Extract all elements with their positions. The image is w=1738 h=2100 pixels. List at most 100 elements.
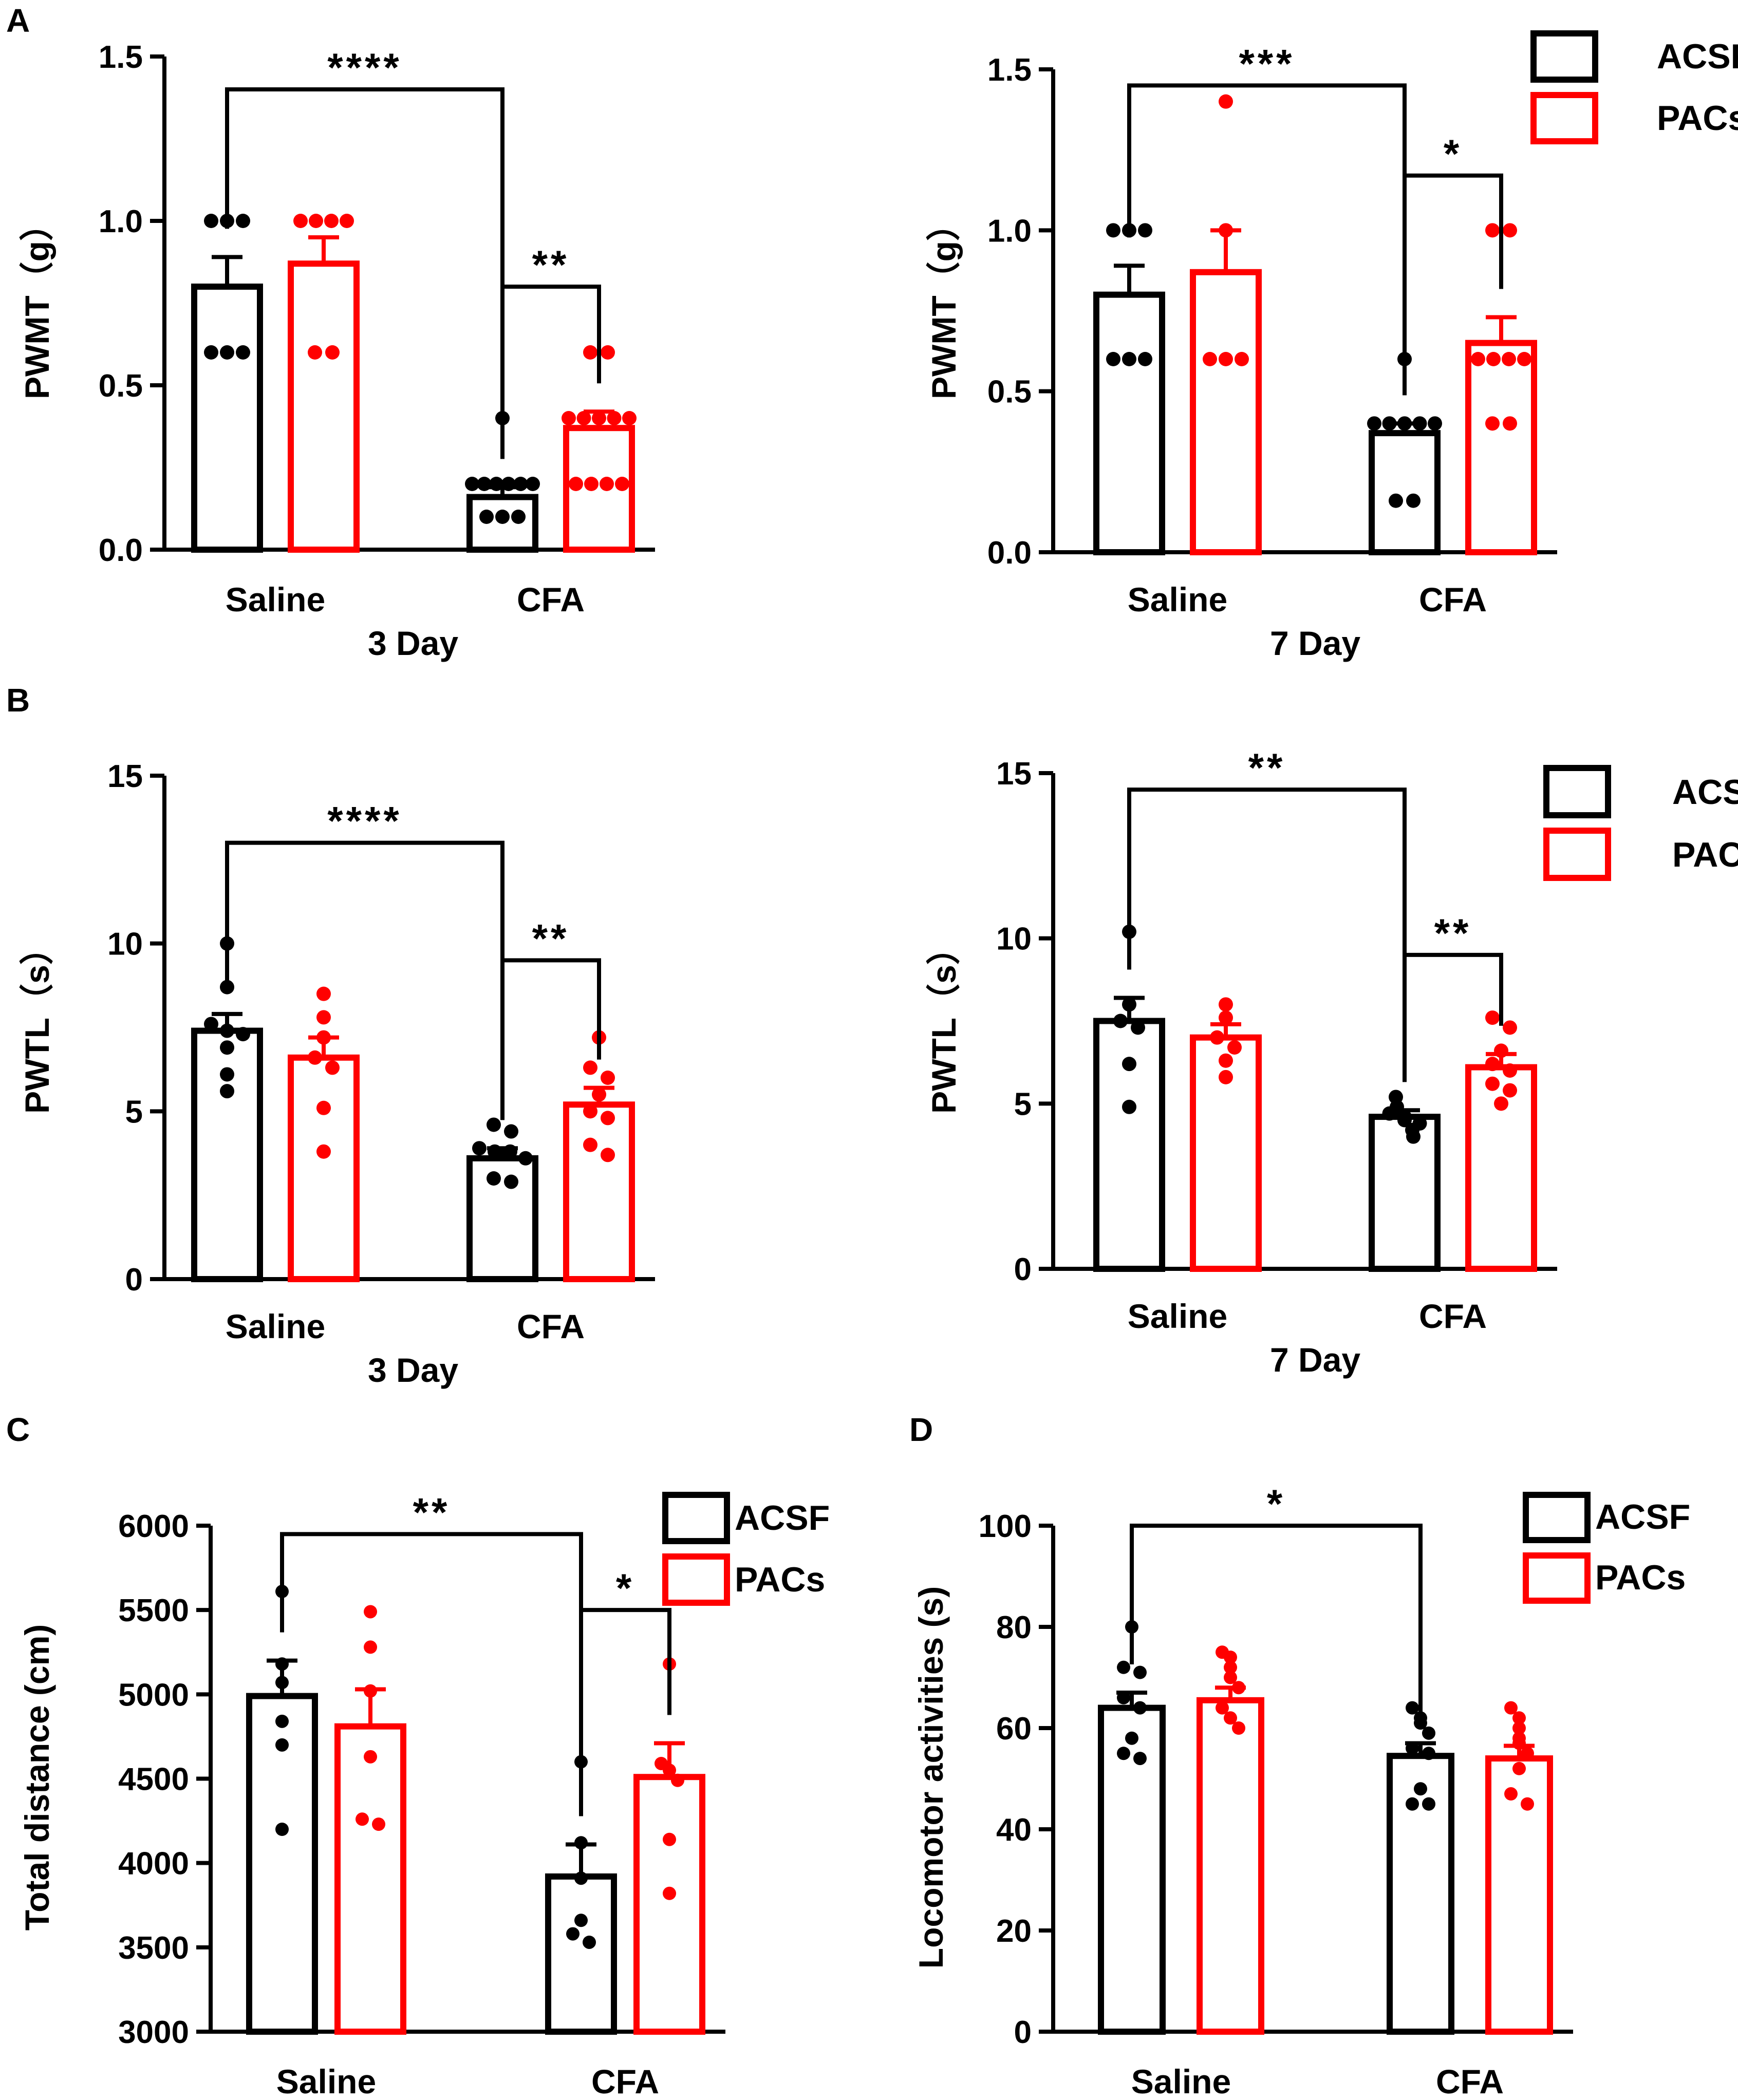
bar-acsf-saline [1093,291,1165,556]
significance-bracket [1127,788,1407,1082]
data-point [592,1087,606,1102]
y-tick-label: 5 [125,1094,143,1130]
data-point [1503,416,1517,431]
data-point [1232,1681,1245,1695]
data-point [622,411,637,425]
y-axis-title: Locomotor activities (s) [912,1586,950,1968]
data-point [1122,352,1136,366]
y-tick-label: 0.0 [99,533,143,568]
data-point [324,214,339,228]
y-tick-label: 0.5 [987,374,1032,410]
legend-swatch-pacs [662,1553,730,1606]
data-point [1219,1010,1233,1025]
data-point [1117,1747,1130,1760]
data-point [1133,1752,1147,1766]
legend-label-pacs: PACs [1672,835,1738,874]
significance-label: **** [327,798,402,843]
legend-swatch-pacs [1530,92,1598,144]
panel-letter: A [6,2,30,39]
y-axis-title: Total distance (cm) [18,1624,56,1931]
bar-pacs-cfa [633,1774,705,2035]
data-point [584,477,599,491]
data-point [364,1605,377,1619]
y-tick-label: 20 [996,1914,1032,1949]
bar-pacs-cfa [1465,340,1537,556]
data-point [1113,1014,1128,1028]
data-point [316,986,331,1001]
data-point [236,345,250,360]
data-point [583,1104,597,1119]
data-point [1210,1030,1224,1045]
bar-pacs-saline [1190,269,1262,555]
x-category-label: CFA [517,1307,585,1345]
data-point [1397,1113,1412,1128]
legend-label-pacs: PACs [1595,1558,1686,1597]
data-point [1485,223,1500,238]
data-point [1512,1736,1526,1750]
data-point [526,477,540,491]
data-point [1494,1096,1508,1111]
bar-pacs-cfa [1485,1755,1553,2035]
y-tick-label: 6000 [118,1509,189,1544]
significance-label: *** [1239,41,1295,86]
data-point [275,1738,289,1752]
x-category-label: CFA [1419,580,1487,618]
data-point [1521,1747,1534,1760]
data-point [1133,1665,1147,1679]
bar-acsf-cfa [1369,430,1441,556]
significance-bracket [1403,173,1503,396]
significance-bracket [1403,952,1503,1082]
data-point [204,214,218,228]
data-point [487,1171,501,1186]
y-tick-label: 10 [107,927,143,962]
data-point [309,214,323,228]
data-point [1382,416,1397,431]
data-point [1397,416,1412,431]
x-axis-title: 3 Day [368,624,458,662]
significance-bracket [280,1532,583,1816]
panel-letter: C [6,1411,30,1448]
significance-label: * [1444,131,1462,176]
data-point [364,1750,377,1764]
data-point [1389,493,1403,508]
significance-label: * [1267,1481,1285,1526]
bar-pacs-saline [288,1054,360,1283]
bar-acsf-cfa [1369,1114,1441,1272]
y-tick-label: 5 [1014,1086,1032,1122]
data-point [583,1137,597,1152]
data-point [1117,1660,1130,1674]
data-point [1219,997,1233,1012]
data-point [1502,352,1516,366]
data-point [372,1817,385,1831]
data-point [1422,1797,1435,1811]
y-tick-label: 3000 [118,2015,189,2050]
data-point [1494,1043,1508,1058]
data-point [1125,1731,1138,1745]
data-point [504,1174,518,1189]
data-point [1504,1787,1518,1801]
data-point [356,1812,369,1826]
y-tick-label: 1.0 [99,204,143,239]
x-axis-title: 7 Day [1270,624,1360,662]
data-point [236,1027,250,1042]
data-point [204,345,218,360]
data-point [513,477,528,491]
data-point [504,1124,518,1139]
data-point [1224,1711,1237,1725]
legend-swatch-pacs [1523,1552,1591,1604]
data-point [364,1640,377,1654]
data-point [220,1040,234,1055]
data-point [566,1927,580,1941]
data-point [663,1764,676,1777]
data-point [1517,352,1531,366]
data-point [479,510,494,524]
x-category-label: CFA [1419,1297,1487,1335]
data-point [1232,1721,1245,1735]
data-point [1406,1797,1419,1811]
bar-acsf-saline [1098,1704,1166,2035]
y-tick-label: 5000 [118,1677,189,1713]
y-tick-label: 10 [996,922,1032,957]
data-point [488,1144,502,1159]
